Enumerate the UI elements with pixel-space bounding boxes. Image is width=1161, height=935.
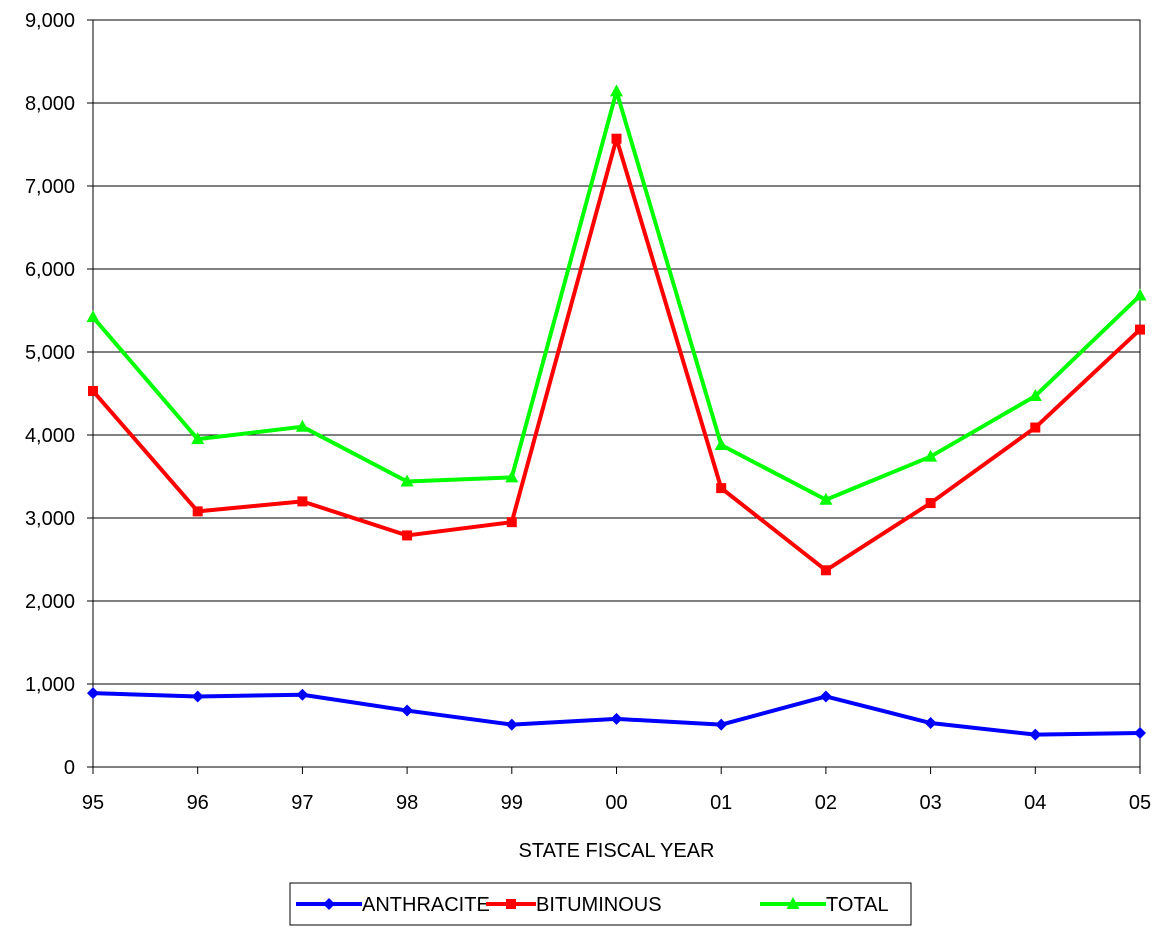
data-point-anthracite bbox=[1029, 728, 1042, 741]
x-axis-title: STATE FISCAL YEAR bbox=[519, 840, 715, 862]
x-tick-label: 03 bbox=[919, 792, 941, 814]
legend: ANTHRACITE BITUMINOUS TOTAL bbox=[289, 882, 912, 926]
data-point-total bbox=[924, 449, 938, 462]
data-point-total bbox=[1133, 288, 1147, 301]
legend-label-bituminous: BITUMINOUS bbox=[536, 894, 662, 916]
data-point-bituminous bbox=[820, 565, 831, 576]
data-point-bituminous bbox=[88, 386, 98, 397]
x-tick-label: 01 bbox=[710, 792, 732, 814]
y-tick-label: 6,000 bbox=[25, 259, 75, 281]
legend-marker-anthracite bbox=[323, 898, 335, 910]
data-point-anthracite bbox=[191, 690, 204, 703]
data-point-bituminous bbox=[716, 483, 727, 494]
x-tick-label: 05 bbox=[1129, 792, 1151, 814]
data-point-bituminous bbox=[1135, 324, 1145, 335]
legend-marker-total bbox=[786, 897, 800, 909]
y-tick-label: 7,000 bbox=[25, 176, 75, 198]
data-point-bituminous bbox=[192, 506, 203, 517]
x-tick-label: 95 bbox=[82, 792, 104, 814]
x-tick-label: 99 bbox=[501, 792, 523, 814]
data-point-anthracite bbox=[924, 717, 937, 730]
x-tick-label: 98 bbox=[396, 792, 418, 814]
data-point-anthracite bbox=[505, 718, 518, 731]
x-tick-label: 04 bbox=[1024, 792, 1046, 814]
data-point-total bbox=[819, 492, 833, 505]
x-tick-label: 02 bbox=[815, 792, 837, 814]
x-axis-ticks: 95 96 97 98 99 00 01 02 03 04 05 bbox=[82, 767, 1151, 814]
data-point-anthracite bbox=[610, 712, 623, 725]
y-tick-label: 0 bbox=[64, 757, 75, 779]
x-tick-label: 97 bbox=[291, 792, 313, 814]
series-line-bituminous bbox=[91, 136, 1142, 573]
data-point-anthracite bbox=[401, 704, 414, 717]
axes bbox=[92, 19, 1141, 768]
data-point-bituminous bbox=[925, 498, 936, 509]
data-point-total bbox=[191, 432, 205, 445]
y-tick-label: 3,000 bbox=[25, 508, 75, 530]
data-point-bituminous bbox=[611, 133, 622, 144]
x-tick-label: 96 bbox=[187, 792, 209, 814]
gridlines bbox=[93, 102, 1140, 685]
series-total bbox=[86, 84, 1147, 505]
data-point-bituminous bbox=[402, 530, 413, 541]
y-axis-ticks: 0 1,000 2,000 3,000 4,000 5,000 6,000 7,000 8,00… bbox=[25, 10, 93, 779]
series-bituminous bbox=[88, 133, 1145, 576]
y-tick-label: 1,000 bbox=[25, 674, 75, 696]
y-tick-label: 2,000 bbox=[25, 591, 75, 613]
series-group bbox=[86, 84, 1147, 741]
y-tick-label: 4,000 bbox=[25, 425, 75, 447]
data-point-bituminous bbox=[297, 496, 308, 507]
x-tick-label: 00 bbox=[605, 792, 627, 814]
data-point-bituminous bbox=[1030, 422, 1041, 433]
data-point-total bbox=[86, 310, 100, 323]
data-point-anthracite bbox=[715, 718, 728, 731]
data-point-total bbox=[400, 474, 414, 487]
legend-label-total: TOTAL bbox=[826, 894, 889, 916]
plot-area-border bbox=[92, 19, 1141, 768]
y-tick-label: 8,000 bbox=[25, 93, 75, 115]
data-point-total bbox=[295, 419, 309, 432]
legend-marker-bituminous bbox=[506, 899, 516, 909]
data-point-total bbox=[610, 84, 623, 97]
legend-label-anthracite: ANTHRACITE bbox=[362, 894, 490, 916]
y-tick-label: 9,000 bbox=[25, 10, 75, 32]
data-point-total bbox=[714, 437, 728, 450]
data-point-bituminous bbox=[506, 517, 517, 528]
y-tick-label: 5,000 bbox=[25, 342, 75, 364]
series-anthracite bbox=[87, 687, 1146, 741]
data-point-anthracite bbox=[1134, 726, 1146, 739]
data-point-total bbox=[505, 470, 519, 483]
data-point-anthracite bbox=[296, 688, 309, 701]
data-point-anthracite bbox=[819, 690, 832, 703]
data-point-total bbox=[1028, 388, 1042, 401]
series-line-total bbox=[91, 89, 1142, 502]
data-point-anthracite bbox=[87, 687, 99, 700]
